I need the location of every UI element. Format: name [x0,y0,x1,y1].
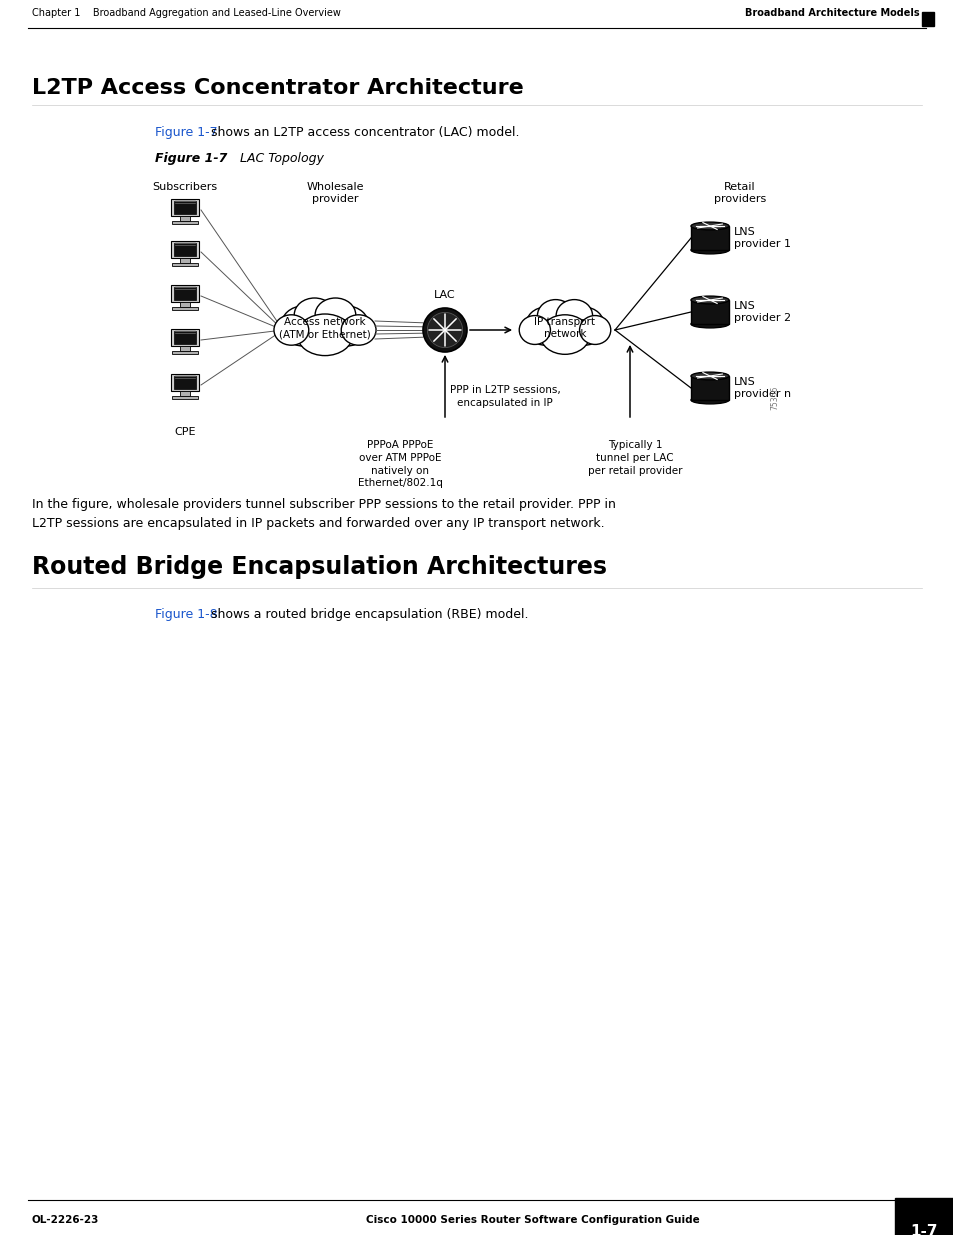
Ellipse shape [325,306,369,346]
FancyBboxPatch shape [171,199,199,216]
Text: Chapter 1    Broadband Aggregation and Leased-Line Overview: Chapter 1 Broadband Aggregation and Leas… [32,7,340,19]
Bar [690,226,728,249]
Ellipse shape [518,316,550,345]
Bar [180,258,190,263]
Text: Wholesale
provider: Wholesale provider [306,182,363,205]
Ellipse shape [296,314,353,356]
Text: Routed Bridge Encapsulation Architectures: Routed Bridge Encapsulation Architecture… [32,555,606,579]
Text: Figure 1-7: Figure 1-7 [154,152,227,165]
Bar [173,201,196,214]
Text: LNS
provider 2: LNS provider 2 [733,300,790,324]
Text: LAC: LAC [434,290,456,300]
Bar [173,377,196,389]
Bar [172,352,198,354]
Bar [690,300,728,324]
Ellipse shape [537,308,592,353]
FancyBboxPatch shape [171,374,199,390]
Ellipse shape [341,315,375,346]
Ellipse shape [537,300,574,331]
Bar [690,375,728,400]
Text: Retail
providers: Retail providers [713,182,765,205]
Bar [172,396,198,399]
Ellipse shape [294,298,335,332]
Ellipse shape [690,246,728,254]
Text: L2TP Access Concentrator Architecture: L2TP Access Concentrator Architecture [32,78,523,98]
Ellipse shape [690,372,728,380]
Text: shows a routed bridge encapsulation (RBE) model.: shows a routed bridge encapsulation (RBE… [207,608,528,621]
Ellipse shape [314,298,355,332]
Ellipse shape [690,296,728,304]
Text: In the figure, wholesale providers tunnel subscriber PPP sessions to the retail : In the figure, wholesale providers tunne… [32,498,616,530]
Bar [172,221,198,225]
Text: LNS
provider n: LNS provider n [733,377,790,399]
Bar [173,243,196,256]
Ellipse shape [579,316,610,345]
Bar [172,263,198,267]
Bar [180,216,190,221]
Circle shape [427,312,462,347]
Text: Figure 1-8: Figure 1-8 [154,608,217,621]
Text: Figure 1-7: Figure 1-7 [154,126,217,140]
Text: LNS
provider 1: LNS provider 1 [733,226,790,249]
Text: Typically 1
tunnel per LAC
per retail provider: Typically 1 tunnel per LAC per retail pr… [587,440,681,475]
FancyBboxPatch shape [171,241,199,258]
Text: CPE: CPE [174,427,195,437]
Text: Broadband Architecture Models: Broadband Architecture Models [744,7,919,19]
Text: shows an L2TP access concentrator (LAC) model.: shows an L2TP access concentrator (LAC) … [207,126,519,140]
Bar [921,12,933,26]
Bar [180,390,190,396]
Ellipse shape [274,315,309,346]
Ellipse shape [525,308,564,346]
Ellipse shape [280,306,325,346]
Text: Cisco 10000 Series Router Software Configuration Guide: Cisco 10000 Series Router Software Confi… [366,1215,700,1225]
Bar [173,288,196,300]
Bar [180,346,190,352]
Ellipse shape [539,315,589,354]
Ellipse shape [556,300,592,331]
Text: OL-2226-23: OL-2226-23 [32,1215,99,1225]
Ellipse shape [690,320,728,329]
Circle shape [422,308,467,352]
Bar [894,1198,953,1235]
Text: LAC Topology: LAC Topology [240,152,323,165]
Text: PPPoA PPPoE
over ATM PPPoE
natively on
Ethernet/802.1q: PPPoA PPPoE over ATM PPPoE natively on E… [357,440,442,488]
FancyBboxPatch shape [171,284,199,301]
FancyBboxPatch shape [171,329,199,346]
Text: 1-7: 1-7 [909,1224,937,1235]
Text: Subscribers: Subscribers [152,182,217,191]
Ellipse shape [294,306,355,354]
Text: 75356: 75356 [770,385,779,410]
Bar [173,331,196,343]
Text: IP transport
network: IP transport network [534,316,595,340]
Ellipse shape [690,222,728,230]
Text: Access network
(ATM or Ethernet): Access network (ATM or Ethernet) [279,316,371,340]
Ellipse shape [690,396,728,404]
Bar [172,308,198,310]
Bar [180,301,190,308]
Ellipse shape [564,308,604,346]
Text: PPP in L2TP sessions,
encapsulated in IP: PPP in L2TP sessions, encapsulated in IP [449,385,559,408]
